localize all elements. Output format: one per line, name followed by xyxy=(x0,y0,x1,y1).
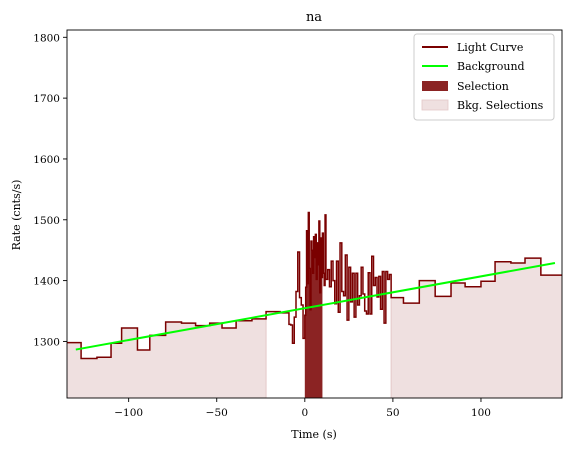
legend-label-bkg-selections: Bkg. Selections xyxy=(457,99,544,112)
light-curve-layer xyxy=(67,211,562,360)
y-tick-label: 1800 xyxy=(33,32,60,44)
x-axis-ticks: −100 −50 0 50 100 xyxy=(114,398,491,419)
x-tick-label: −100 xyxy=(114,407,143,419)
y-tick-label: 1700 xyxy=(33,93,60,105)
y-axis-label: Rate (cnts/s) xyxy=(10,180,23,251)
chart-title: na xyxy=(306,10,322,25)
light-curve-line xyxy=(67,211,562,360)
y-tick-label: 1300 xyxy=(33,336,60,348)
legend-swatch-bkg-selections xyxy=(421,99,449,111)
x-axis-label: Time (s) xyxy=(291,428,337,441)
axes xyxy=(66,29,563,399)
background-line xyxy=(75,262,556,351)
y-axis-ticks: 1300 1400 1500 1600 1700 1800 xyxy=(33,32,67,348)
y-tick-label: 1400 xyxy=(33,276,60,288)
x-tick-label: 100 xyxy=(471,407,491,419)
x-tick-label: 50 xyxy=(386,407,399,419)
legend-label-background: Background xyxy=(457,60,525,73)
x-tick-label: 0 xyxy=(301,407,308,419)
x-tick-label: −50 xyxy=(206,407,228,419)
legend-label-light-curve: Light Curve xyxy=(457,41,523,54)
legend-swatch-selection xyxy=(422,81,448,91)
legend-label-selection: Selection xyxy=(457,80,509,93)
y-tick-label: 1600 xyxy=(33,154,60,166)
legend: Light Curve Background Selection Bkg. Se… xyxy=(413,33,555,121)
legend-box xyxy=(413,33,555,121)
axes-frame xyxy=(66,29,563,399)
background-line-layer xyxy=(75,262,556,351)
y-tick-label: 1500 xyxy=(33,215,60,227)
